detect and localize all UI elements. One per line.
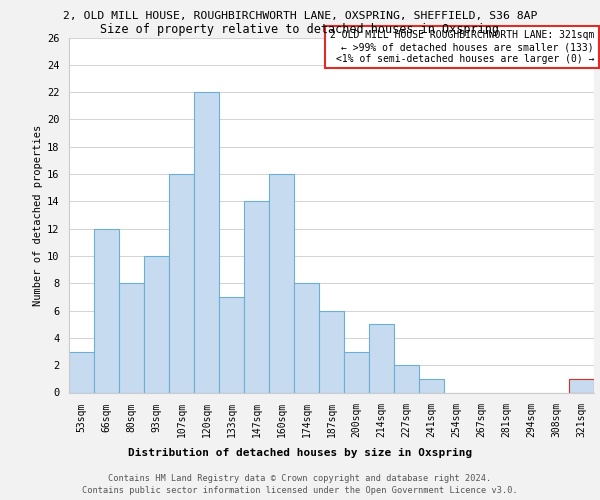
Text: Size of property relative to detached houses in Oxspring: Size of property relative to detached ho… [101, 22, 499, 36]
Bar [194, 92, 219, 392]
Bar [119, 284, 144, 393]
Bar [344, 352, 369, 393]
Bar [169, 174, 194, 392]
Y-axis label: Number of detached properties: Number of detached properties [32, 124, 43, 306]
Text: Contains public sector information licensed under the Open Government Licence v3: Contains public sector information licen… [82, 486, 518, 495]
Text: 2 OLD MILL HOUSE ROUGHBIRCHWORTH LANE: 321sqm
← >99% of detached houses are smal: 2 OLD MILL HOUSE ROUGHBIRCHWORTH LANE: 3… [329, 30, 594, 64]
Bar [269, 174, 294, 392]
Bar [244, 202, 269, 392]
Bar [69, 352, 94, 393]
Bar [369, 324, 394, 392]
Bar [394, 365, 419, 392]
Bar [144, 256, 169, 392]
Text: Distribution of detached houses by size in Oxspring: Distribution of detached houses by size … [128, 448, 472, 458]
Bar [294, 284, 319, 393]
Bar [419, 379, 444, 392]
Bar [94, 228, 119, 392]
Bar [319, 310, 344, 392]
Text: 2, OLD MILL HOUSE, ROUGHBIRCHWORTH LANE, OXSPRING, SHEFFIELD, S36 8AP: 2, OLD MILL HOUSE, ROUGHBIRCHWORTH LANE,… [63, 11, 537, 21]
Bar [569, 379, 594, 392]
Bar [219, 297, 244, 392]
Text: Contains HM Land Registry data © Crown copyright and database right 2024.: Contains HM Land Registry data © Crown c… [109, 474, 491, 483]
